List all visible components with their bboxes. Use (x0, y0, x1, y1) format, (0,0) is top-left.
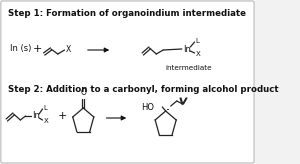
Text: L: L (195, 38, 199, 44)
Text: In: In (32, 112, 40, 121)
Text: X: X (195, 51, 200, 57)
FancyBboxPatch shape (1, 1, 254, 163)
Text: In: In (183, 44, 191, 53)
Text: L: L (43, 105, 47, 111)
Text: Step 1: Formation of organoindium intermediate: Step 1: Formation of organoindium interm… (8, 9, 246, 18)
Text: X: X (43, 118, 48, 124)
Text: HO: HO (141, 103, 154, 113)
Text: In (s): In (s) (10, 44, 32, 53)
Text: X: X (65, 45, 71, 54)
Text: +: + (33, 44, 42, 54)
Text: O: O (80, 88, 86, 97)
Text: intermediate: intermediate (165, 65, 212, 71)
Text: +: + (58, 111, 68, 121)
Text: Step 2: Addition to a carbonyl, forming alcohol product: Step 2: Addition to a carbonyl, forming … (8, 85, 278, 94)
